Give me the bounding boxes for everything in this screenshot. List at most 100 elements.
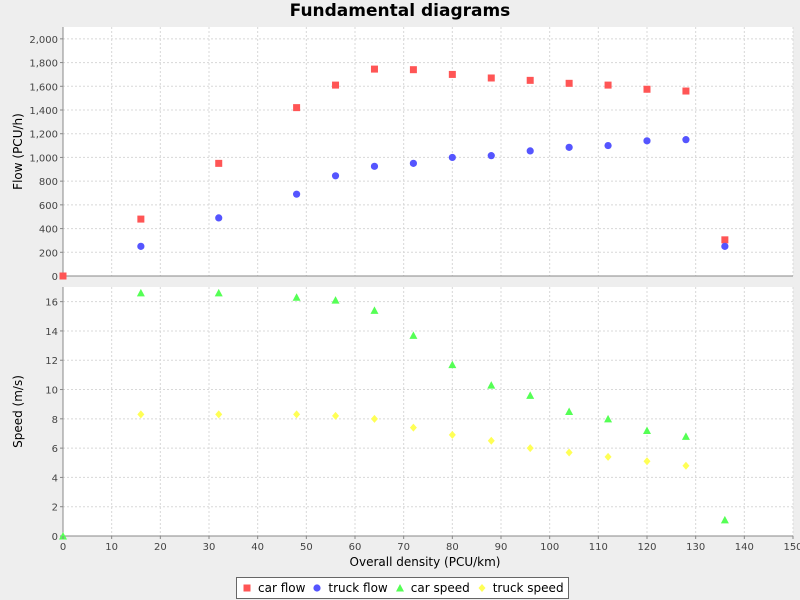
truck-flow-point <box>604 141 612 150</box>
truck-speed-point <box>215 410 223 419</box>
y-tick-label: 0 <box>52 272 58 283</box>
x-tick-label: 10 <box>105 542 118 553</box>
y-tick-label: 400 <box>39 225 58 236</box>
car-flow-point <box>448 70 456 78</box>
truck-speed-point <box>643 457 651 466</box>
truck-flow-point <box>643 137 651 145</box>
car-flow-point <box>721 236 729 244</box>
x-tick-label: 110 <box>589 542 608 553</box>
car-speed-point <box>565 407 574 415</box>
car-flow-point <box>487 74 495 82</box>
x-axis-label: Overall density (PCU/km) <box>350 555 501 569</box>
truck-speed-point <box>370 414 378 423</box>
x-tick-label: 150 <box>783 542 800 553</box>
y-tick-label: 1,400 <box>29 106 58 117</box>
car-speed-point <box>526 391 535 399</box>
car-flow-point <box>293 104 301 112</box>
y-tick-label: 8 <box>52 415 58 426</box>
truck-flow-point <box>526 147 534 155</box>
legend-label: truck speed <box>492 581 564 595</box>
plot-area-2 <box>63 287 793 536</box>
x-tick-label: 100 <box>540 542 559 553</box>
car-speed-point <box>487 381 496 389</box>
y-tick-label: 1,200 <box>29 130 58 141</box>
legend-item-car-flow: car flow <box>241 581 305 595</box>
x-tick-label: 60 <box>349 542 362 553</box>
truck-speed-point <box>682 461 690 470</box>
legend-item-truck-flow: truck flow <box>311 581 388 595</box>
x-tick-label: 70 <box>397 542 410 553</box>
legend-item-car-speed: car speed <box>394 581 470 595</box>
triangle-marker-icon <box>395 584 404 592</box>
truck-flow-point <box>137 242 145 250</box>
square-marker-icon <box>243 584 251 592</box>
legend-item-truck-speed: truck speed <box>476 581 564 595</box>
y-tick-label: 16 <box>45 298 58 309</box>
y-tick-label: 6 <box>52 444 58 455</box>
circle-marker-icon <box>313 584 322 592</box>
x-tick-label: 30 <box>203 542 216 553</box>
car-flow-point <box>526 76 534 84</box>
car-speed-point <box>136 288 145 297</box>
y-tick-label: 1,600 <box>29 82 58 93</box>
legend: car flow truck flow car speed truck speed <box>236 577 569 599</box>
car-flow-point <box>604 81 612 89</box>
truck-flow-point <box>682 136 690 144</box>
y-tick-label: 1,000 <box>29 153 58 164</box>
y-tick-label: 4 <box>52 473 58 484</box>
car-flow-point <box>643 85 651 93</box>
truck-flow-point <box>409 159 417 167</box>
y-tick-label: 1,800 <box>29 59 58 70</box>
car-flow-point <box>137 215 145 223</box>
car-speed-point <box>720 515 729 524</box>
truck-flow-point <box>448 153 456 162</box>
car-speed-point <box>292 293 301 301</box>
truck-flow-point <box>370 162 379 170</box>
car-flow-point <box>332 81 340 89</box>
car-flow-point <box>682 87 690 95</box>
truck-flow-point <box>565 143 573 151</box>
x-tick-label: 140 <box>735 542 754 553</box>
y-axis-label: Speed (m/s) <box>11 375 25 448</box>
truck-flow-point <box>721 242 729 250</box>
y-tick-label: 2 <box>52 503 58 514</box>
x-tick-label: 0 <box>60 542 66 553</box>
x-tick-label: 90 <box>495 542 508 553</box>
truck-speed-point <box>565 448 573 457</box>
y-tick-label: 0 <box>52 532 58 543</box>
truck-flow-point <box>293 190 301 198</box>
legend-label: truck flow <box>328 581 388 595</box>
truck-speed-point <box>409 423 417 432</box>
car-flow-point <box>59 272 67 280</box>
y-tick-label: 14 <box>45 327 58 338</box>
car-speed-point <box>370 306 379 314</box>
car-speed-point <box>643 426 651 435</box>
x-tick-label: 120 <box>637 542 656 553</box>
legend-label: car speed <box>410 581 470 595</box>
x-tick-label: 80 <box>446 542 459 553</box>
truck-speed-point <box>293 410 301 419</box>
chart-title: Fundamental diagrams <box>289 1 511 21</box>
car-speed-point <box>409 331 418 339</box>
car-speed-point <box>604 414 613 423</box>
y-tick-label: 2,000 <box>29 35 58 46</box>
truck-speed-point <box>137 410 145 419</box>
x-tick-label: 50 <box>300 542 313 553</box>
car-flow-point <box>215 159 223 167</box>
truck-speed-point <box>448 430 456 439</box>
truck-speed-point <box>487 436 495 445</box>
x-tick-label: 130 <box>686 542 705 553</box>
truck-speed-point <box>526 444 534 453</box>
car-speed-point <box>448 360 457 369</box>
truck-speed-point <box>332 411 340 420</box>
car-speed-point <box>214 288 223 297</box>
car-speed-point <box>331 296 340 304</box>
y-axis-label: Flow (PCU/h) <box>11 113 25 190</box>
car-flow-point <box>565 79 573 87</box>
x-tick-label: 20 <box>154 542 167 553</box>
y-tick-label: 10 <box>45 386 58 397</box>
car-flow-point <box>370 65 378 73</box>
y-tick-label: 800 <box>39 177 58 188</box>
car-speed-point <box>59 532 67 540</box>
